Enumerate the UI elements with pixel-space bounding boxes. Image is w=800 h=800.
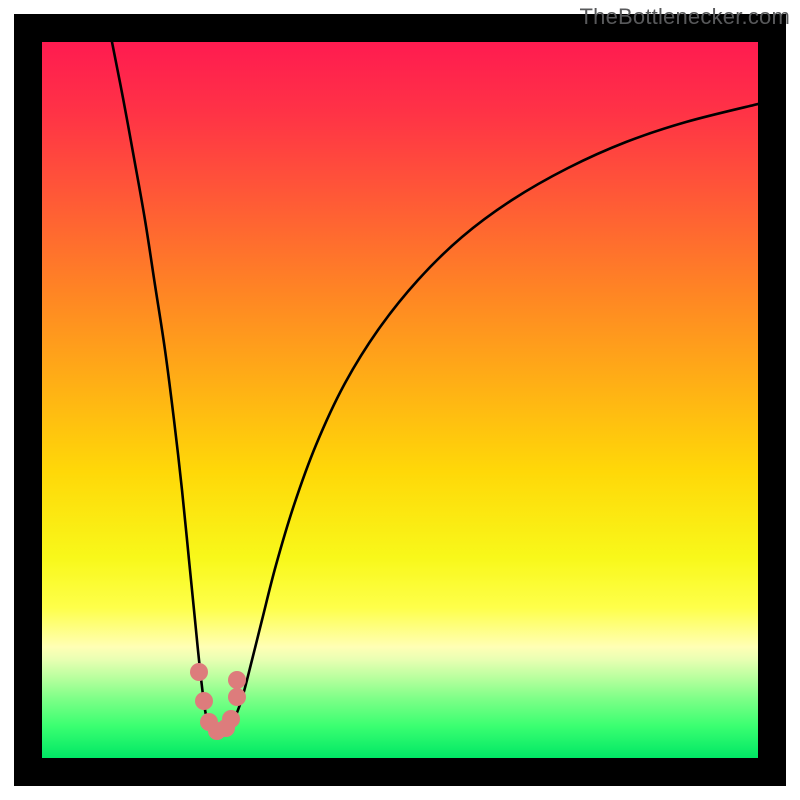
gradient-background [42, 42, 758, 758]
data-dot [228, 671, 246, 689]
data-dot [195, 692, 213, 710]
watermark-text: TheBottlenecker.com [580, 4, 790, 30]
data-dot [222, 710, 240, 728]
bottleneck-chart [0, 0, 800, 800]
data-dot [190, 663, 208, 681]
chart-container: TheBottlenecker.com [0, 0, 800, 800]
data-dot [228, 688, 246, 706]
